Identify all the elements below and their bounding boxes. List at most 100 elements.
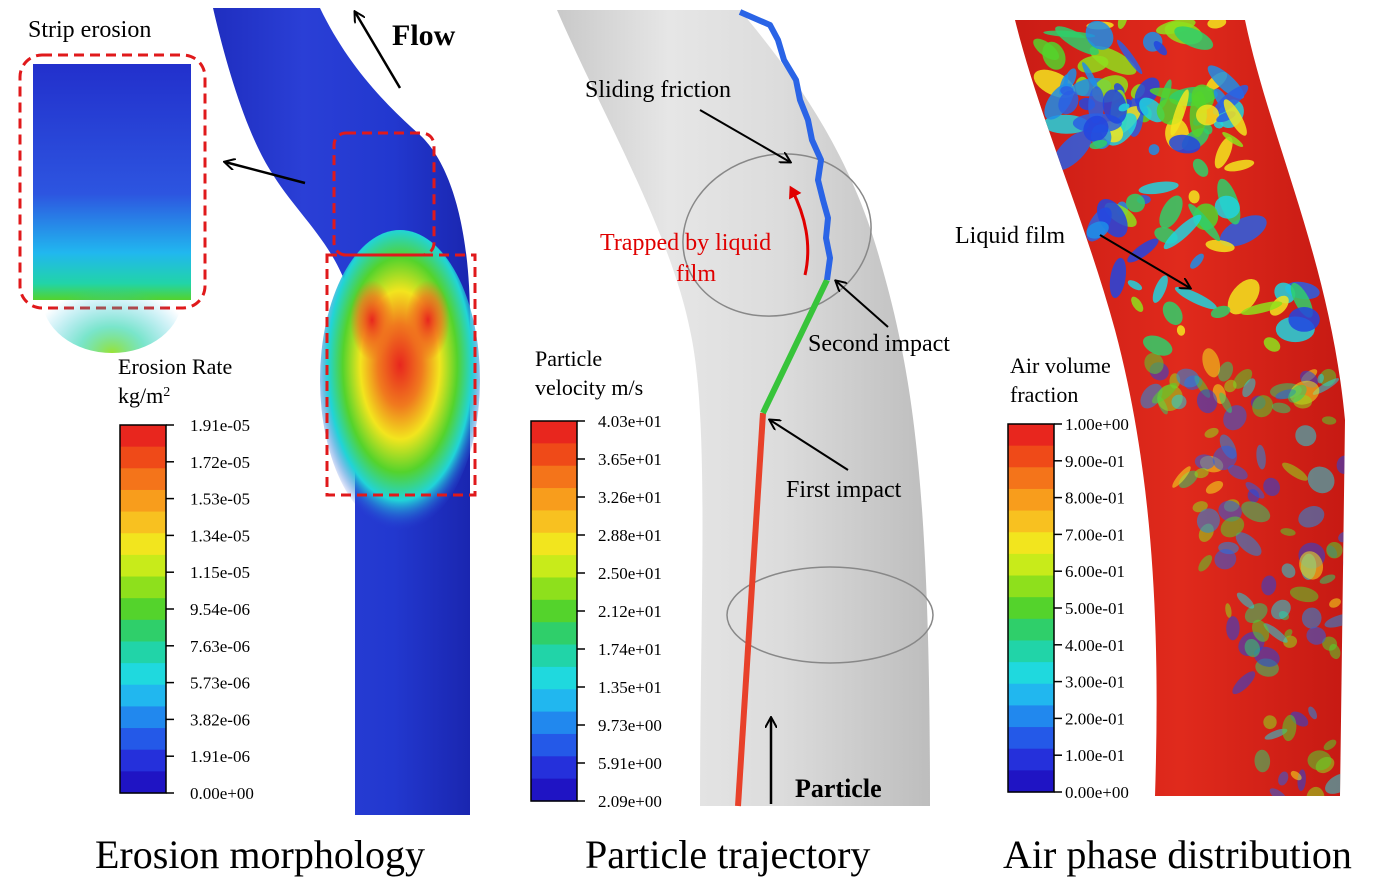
air-pattern-blob bbox=[1363, 726, 1378, 758]
air-pattern-blob bbox=[1323, 739, 1337, 751]
erosion-legend-title-1: Erosion Rate bbox=[118, 354, 232, 379]
erosion-legend-colorbar-swatch bbox=[120, 468, 166, 491]
velocity-legend-title-1: Particle bbox=[535, 346, 602, 371]
trajectory-segment-medium bbox=[760, 278, 830, 415]
air-pattern-blob bbox=[1263, 477, 1280, 497]
erosion-legend-tick-label: 7.63e-06 bbox=[190, 637, 250, 656]
velocity-legend: 4.03e+01 3.65e+01 3.26e+01 2.88e+01 2.50e+01… bbox=[530, 412, 662, 811]
air-legend-tick-label: 6.00e-01 bbox=[1065, 562, 1125, 581]
erosion-legend-tick-label: 5.73e-06 bbox=[190, 674, 250, 693]
air-pattern-blob bbox=[1176, 325, 1186, 336]
air-pattern-blob bbox=[1163, 214, 1202, 250]
air-pattern-blob bbox=[1218, 500, 1242, 522]
air-pattern-blob bbox=[1214, 195, 1240, 219]
air-pattern-blob bbox=[1252, 395, 1273, 418]
air-pattern-blob bbox=[1306, 786, 1325, 796]
erosion-legend-unit-sup: 2 bbox=[163, 385, 170, 400]
air-pattern-blob bbox=[1125, 193, 1146, 213]
air-pattern-blob bbox=[1214, 136, 1233, 169]
air-pattern-blob bbox=[1295, 425, 1317, 447]
air-pattern-blob bbox=[1169, 134, 1201, 154]
liquid-film-arrow bbox=[1099, 234, 1190, 288]
strip-erosion-label: Strip erosion bbox=[28, 17, 151, 43]
first-impact-label: First impact bbox=[786, 477, 902, 503]
air-pattern-blob bbox=[1241, 301, 1283, 315]
velocity-legend-tick-label: 2.09e+00 bbox=[598, 792, 662, 811]
air-pattern-blob bbox=[1370, 760, 1378, 779]
velocity-legend-colorbar-swatch bbox=[531, 711, 577, 735]
air-legend-colorbar-swatch bbox=[1008, 748, 1054, 771]
air-pattern-blob bbox=[1256, 444, 1266, 470]
air-pattern-blob bbox=[1052, 130, 1093, 171]
air-pattern-blob bbox=[1298, 506, 1325, 528]
air-pattern-blob bbox=[1263, 715, 1277, 730]
sliding-arrow bbox=[699, 109, 790, 162]
air-pattern-blob bbox=[1281, 563, 1296, 578]
air-pipe-pattern bbox=[1033, 20, 1378, 796]
air-pattern-blob bbox=[1363, 636, 1378, 662]
air-pattern-blob bbox=[1152, 382, 1177, 404]
air-pattern-blob bbox=[1263, 623, 1288, 643]
air-pattern-blob bbox=[1224, 379, 1237, 393]
air-pattern-blob bbox=[1085, 20, 1114, 50]
second-impact-label: Second impact bbox=[808, 331, 950, 357]
sliding-friction-label: Sliding friction bbox=[585, 77, 731, 103]
air-pattern-blob bbox=[1171, 394, 1187, 410]
erosion-legend-tick-label: 1.34e-05 bbox=[190, 526, 250, 545]
erosion-legend-tick-label: 1.91e-06 bbox=[190, 747, 250, 766]
air-pattern-blob bbox=[1205, 481, 1224, 494]
air-pattern-blob bbox=[1152, 275, 1168, 303]
air-pattern-blob bbox=[1348, 591, 1378, 620]
erosion-legend-colorbar-swatch bbox=[120, 663, 166, 686]
air-pattern-blob bbox=[1344, 658, 1345, 671]
velocity-legend-colorbar-swatch bbox=[531, 644, 577, 668]
air-legend-tick-label: 2.00e-01 bbox=[1065, 709, 1125, 728]
air-pattern-blob bbox=[1082, 62, 1098, 89]
air-pattern-blob bbox=[1322, 636, 1338, 651]
air-pattern-blob bbox=[1118, 103, 1130, 112]
upper-cross-section bbox=[682, 153, 872, 317]
air-legend-colorbar-swatch bbox=[1008, 510, 1054, 533]
air-legend-tick-label: 3.00e-01 bbox=[1065, 673, 1125, 692]
trajectory-segment-fast bbox=[735, 412, 766, 807]
air-legend-colorbar-swatch bbox=[1008, 445, 1054, 468]
air-pattern-blob bbox=[1196, 508, 1220, 533]
erosion-hotspot bbox=[320, 230, 480, 530]
air-legend-tick-label: 1.00e-01 bbox=[1065, 746, 1125, 765]
air-pattern-blob bbox=[1321, 416, 1337, 425]
air-pattern-blob bbox=[1218, 361, 1234, 382]
velocity-legend-tick-label: 2.50e+01 bbox=[598, 564, 662, 583]
erosion-legend-tick-label: 1.72e-05 bbox=[190, 453, 250, 472]
air-pattern-blob bbox=[1224, 159, 1255, 172]
air-pattern-blob bbox=[1326, 542, 1343, 559]
air-panel: Liquid film Air volume fraction 1.00e+00… bbox=[955, 20, 1378, 877]
erosion-legend-colorbar-swatch bbox=[120, 598, 166, 621]
erosion-legend-title-2: kg/m2 bbox=[118, 383, 170, 408]
air-pattern-blob bbox=[1348, 625, 1368, 648]
air-pattern-blob bbox=[1210, 305, 1231, 319]
erosion-legend-tick-label: 9.54e-06 bbox=[190, 600, 250, 619]
air-pattern-blob bbox=[1308, 706, 1318, 720]
velocity-legend-colorbar-swatch bbox=[531, 599, 577, 623]
air-pattern-blob bbox=[1188, 190, 1200, 204]
air-legend-title-1: Air volume bbox=[1010, 353, 1111, 378]
air-pattern-blob bbox=[1212, 84, 1249, 115]
particle-label: Particle bbox=[795, 774, 882, 803]
air-pattern-blob bbox=[1263, 337, 1281, 352]
air-pattern-blob bbox=[1307, 750, 1332, 771]
air-pattern-blob bbox=[1083, 115, 1109, 142]
air-legend-colorbar-swatch bbox=[1008, 553, 1054, 577]
air-pattern-blob bbox=[1198, 554, 1213, 572]
air-pattern-blob bbox=[1343, 772, 1345, 796]
trapped-arrow bbox=[789, 185, 810, 276]
erosion-legend-colorbar-swatch bbox=[120, 706, 166, 729]
velocity-legend-tick-label: 3.26e+01 bbox=[598, 488, 662, 507]
air-pipe bbox=[1015, 20, 1378, 796]
air-pattern-blob bbox=[1283, 635, 1298, 648]
air-pattern-blob bbox=[1196, 104, 1219, 126]
air-pattern-blob bbox=[1235, 532, 1262, 556]
air-legend-colorbar-swatch bbox=[1008, 618, 1054, 642]
velocity-legend-tick-label: 5.91e+00 bbox=[598, 754, 662, 773]
velocity-legend-colorbar-swatch bbox=[531, 577, 577, 601]
